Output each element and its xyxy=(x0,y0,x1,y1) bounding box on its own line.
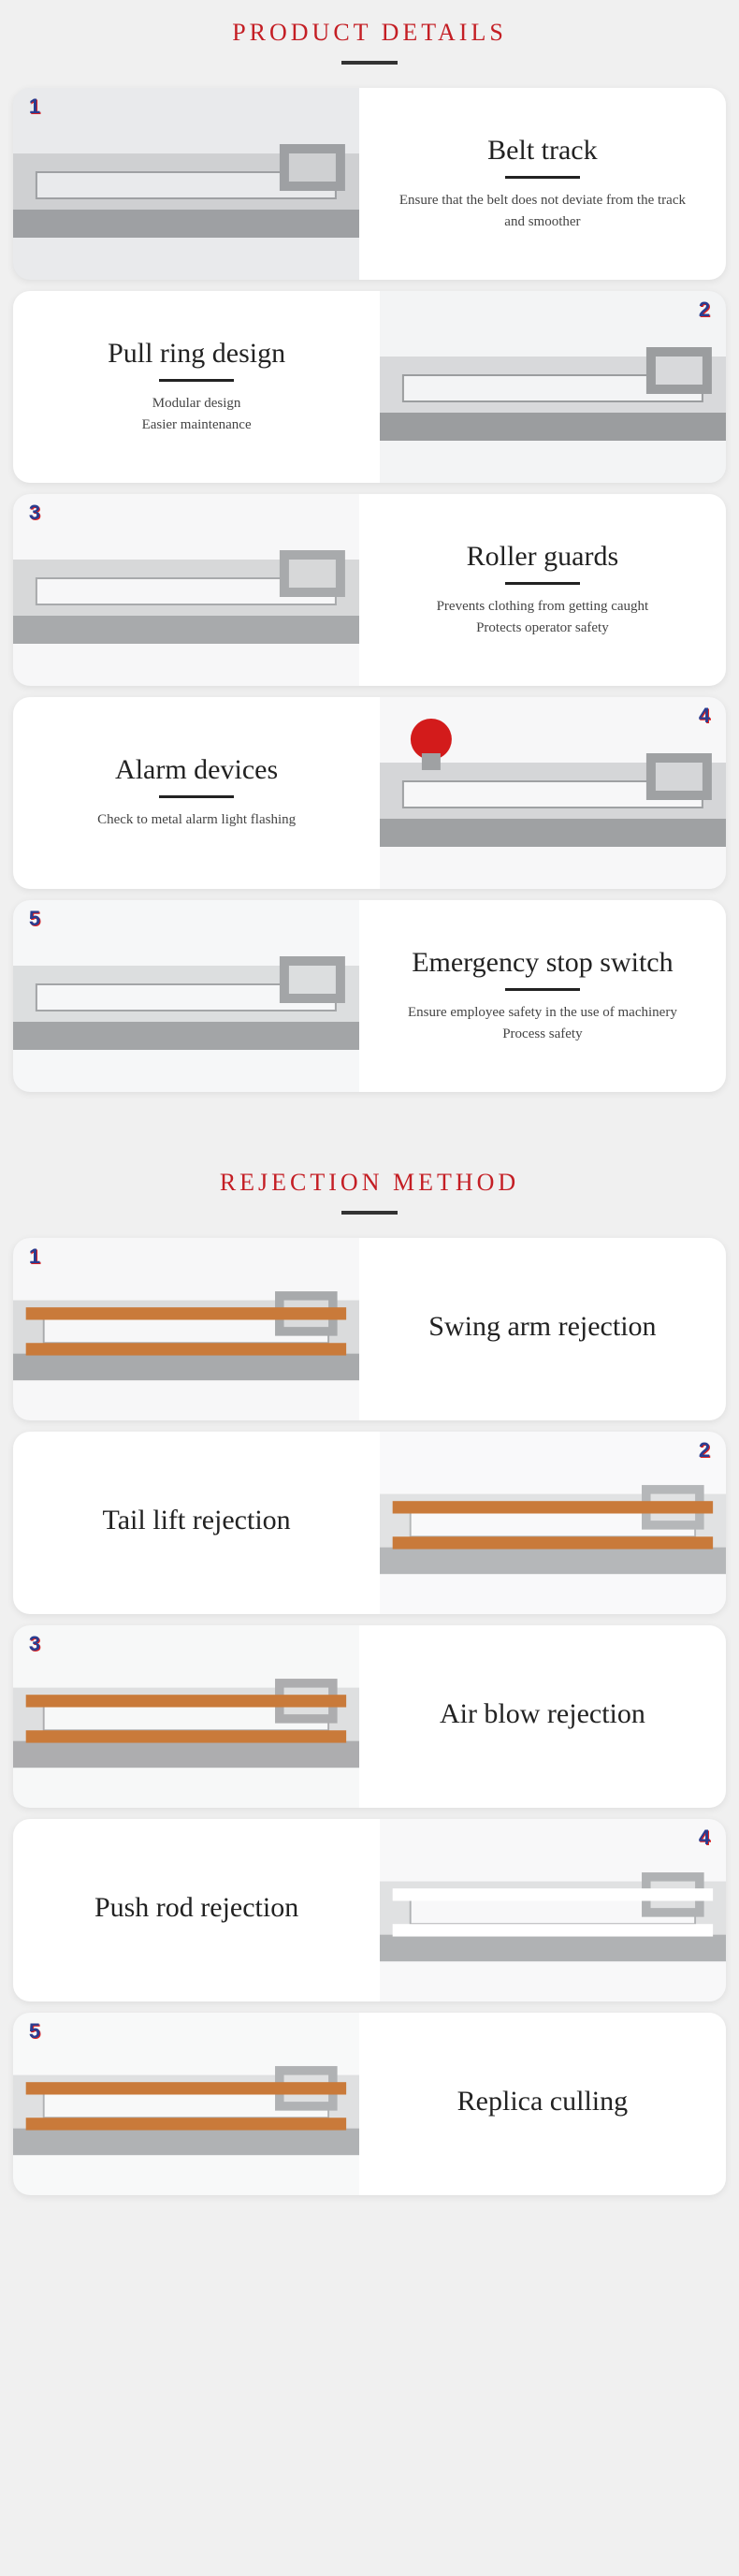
section-title-details: PRODUCT DETAILS xyxy=(0,0,739,56)
card-text-block: Pull ring design Modular designEasier mai… xyxy=(13,291,380,483)
feature-card: Alarm devices Check to metal alarm light … xyxy=(13,697,726,889)
number-badge: 11 xyxy=(22,1245,47,1270)
headline-underline xyxy=(505,988,580,991)
section-underline-rejection xyxy=(341,1211,398,1215)
card-text-block: Tail lift rejection xyxy=(13,1432,380,1614)
feature-card: Tail lift rejection 22 xyxy=(13,1432,726,1614)
product-image-placeholder xyxy=(380,1819,726,2001)
section-spacer xyxy=(0,1103,739,1150)
feature-card: Replica culling 55 xyxy=(13,2013,726,2195)
feature-card: Emergency stop switch Ensure employee saf… xyxy=(13,900,726,1092)
headline-underline xyxy=(505,582,580,585)
product-image-placeholder xyxy=(13,88,359,280)
product-image-placeholder xyxy=(13,2013,359,2195)
card-description: Ensure that the belt does not deviate fr… xyxy=(399,190,686,234)
card-description: Prevents clothing from getting caughtPro… xyxy=(437,596,649,640)
product-image-placeholder xyxy=(13,494,359,686)
card-description: Ensure employee safety in the use of mac… xyxy=(408,1002,677,1046)
number-badge: 55 xyxy=(22,2020,47,2045)
product-image-placeholder xyxy=(13,1238,359,1420)
headline-underline xyxy=(159,379,234,382)
card-headline: Push rod rejection xyxy=(94,1892,298,1924)
card-text-block: Push rod rejection xyxy=(13,1819,380,2001)
feature-card: Air blow rejection 33 xyxy=(13,1625,726,1808)
number-badge: 11 xyxy=(22,95,47,120)
product-image-placeholder xyxy=(13,900,359,1092)
card-headline: Belt track xyxy=(487,135,597,167)
card-description: Modular designEasier maintenance xyxy=(142,393,252,437)
card-headline: Replica culling xyxy=(457,2086,628,2118)
number-badge: 55 xyxy=(22,908,47,932)
card-text-block: Emergency stop switch Ensure employee saf… xyxy=(359,900,726,1092)
rejection-card-list: Swing arm rejection 11 Tail lift rejection… xyxy=(0,1238,739,2195)
number-badge: 22 xyxy=(692,1439,717,1463)
feature-card: Belt track Ensure that the belt does not … xyxy=(13,88,726,280)
card-headline: Swing arm rejection xyxy=(428,1311,656,1343)
number-badge: 22 xyxy=(692,298,717,323)
number-badge: 44 xyxy=(692,1826,717,1851)
card-text-block: Belt track Ensure that the belt does not … xyxy=(359,88,726,280)
number-badge: 33 xyxy=(22,502,47,526)
card-description: Check to metal alarm light flashing xyxy=(97,809,296,831)
card-headline: Tail lift rejection xyxy=(103,1505,291,1536)
feature-card: Push rod rejection 44 xyxy=(13,1819,726,2001)
product-image-placeholder xyxy=(380,1432,726,1614)
card-text-block: Air blow rejection xyxy=(359,1625,726,1808)
card-headline: Alarm devices xyxy=(115,754,278,786)
card-headline: Pull ring design xyxy=(108,338,285,370)
feature-card: Pull ring design Modular designEasier mai… xyxy=(13,291,726,483)
product-image-placeholder xyxy=(13,1625,359,1808)
details-card-list: Belt track Ensure that the belt does not … xyxy=(0,88,739,1092)
card-text-block: Alarm devices Check to metal alarm light … xyxy=(13,697,380,889)
section-underline-details xyxy=(341,61,398,65)
product-image-placeholder xyxy=(380,291,726,483)
card-text-block: Swing arm rejection xyxy=(359,1238,726,1420)
product-image-placeholder xyxy=(380,697,726,889)
feature-card: Roller guards Prevents clothing from gett… xyxy=(13,494,726,686)
headline-underline xyxy=(505,176,580,179)
card-headline: Emergency stop switch xyxy=(412,947,673,979)
card-text-block: Roller guards Prevents clothing from gett… xyxy=(359,494,726,686)
headline-underline xyxy=(159,795,234,798)
number-badge: 44 xyxy=(692,705,717,729)
section-title-rejection: REJECTION METHOD xyxy=(0,1150,739,1206)
feature-card: Swing arm rejection 11 xyxy=(13,1238,726,1420)
card-headline: Roller guards xyxy=(467,541,618,573)
card-headline: Air blow rejection xyxy=(440,1698,645,1730)
card-text-block: Replica culling xyxy=(359,2013,726,2195)
number-badge: 33 xyxy=(22,1633,47,1657)
